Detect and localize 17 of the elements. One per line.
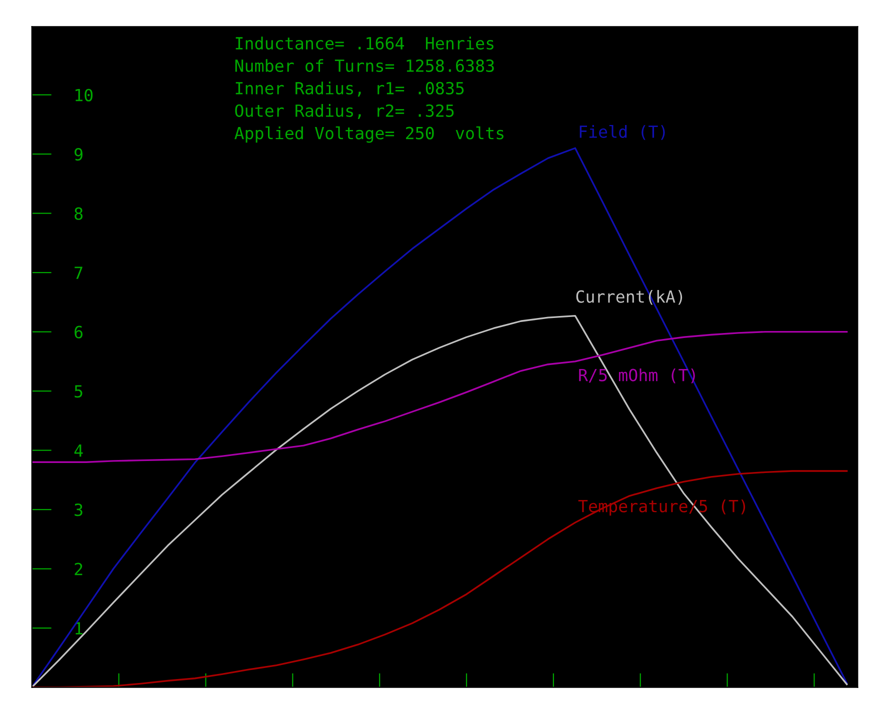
y-tick-label: 2	[74, 562, 82, 576]
y-tick-label: 9	[74, 148, 82, 161]
y-tick-label: 8	[74, 207, 83, 220]
line-series	[32, 147, 848, 688]
annotation: Outer Radius, r2= .325	[235, 104, 454, 120]
y-tick-label: 5	[74, 385, 82, 398]
y-tick-label: 6	[74, 326, 83, 338]
annotation: Applied Voltage= 250 volts	[234, 126, 504, 143]
annotation: Inner Radius, r1= .0835	[236, 82, 464, 97]
y-tick-label: 10	[76, 88, 93, 102]
series-label: Field (T)	[580, 124, 665, 140]
y-tick-label: 3	[74, 504, 82, 516]
line-series	[32, 314, 848, 688]
y-tick-label: 7	[74, 266, 82, 279]
annotation: Inductance= .1664 Henries	[236, 36, 494, 50]
y-tick-label: 4	[74, 444, 83, 457]
annotation: Number of Turns= 1258.6383	[235, 59, 494, 72]
